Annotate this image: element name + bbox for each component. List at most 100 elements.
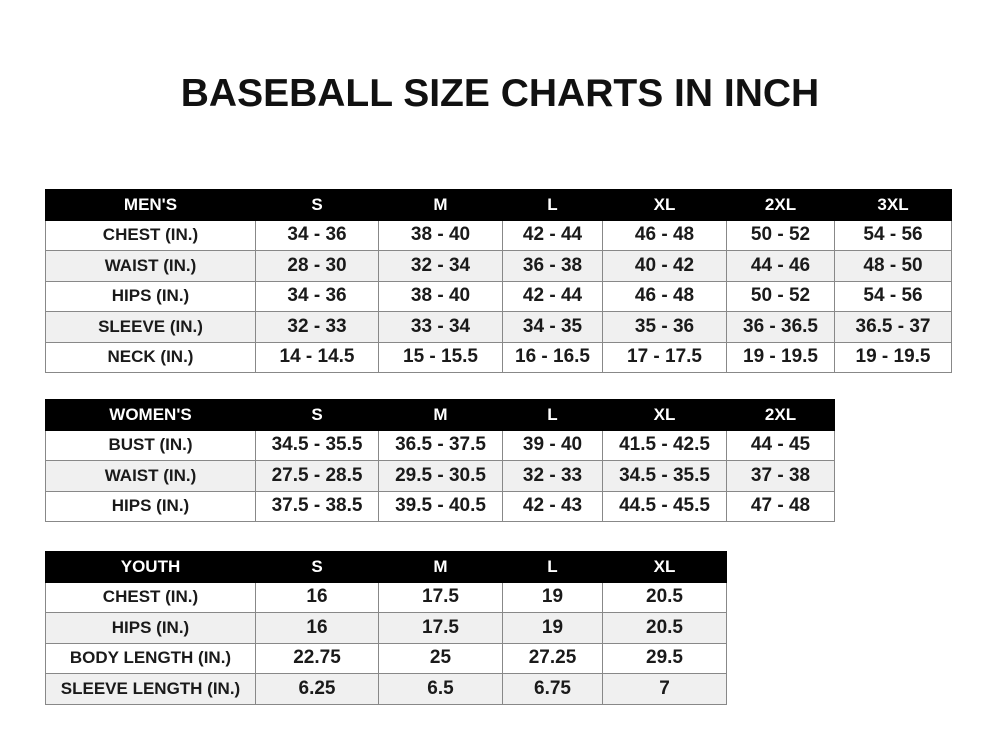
size-value: 36.5 - 37.5 xyxy=(378,429,503,461)
table-row: WAIST (IN.) 28 - 30 32 - 34 36 - 38 40 - 42 4… xyxy=(45,250,952,282)
table-row: BUST (IN.) 34.5 - 35.5 36.5 - 37.5 39 - 40 4… xyxy=(45,429,835,461)
table-row: NECK (IN.) 14 - 14.5 15 - 15.5 16 - 16.5 17 … xyxy=(45,341,952,373)
size-value: 32 - 33 xyxy=(255,311,379,343)
size-value: 29.5 - 30.5 xyxy=(378,460,503,492)
size-value: 32 - 34 xyxy=(378,250,503,282)
size-value: 34 - 36 xyxy=(255,219,379,251)
size-value: 46 - 48 xyxy=(602,280,727,312)
size-value: 38 - 40 xyxy=(378,219,503,251)
size-value: 34.5 - 35.5 xyxy=(602,460,727,492)
size-header: M xyxy=(378,399,503,431)
measurement-label: CHEST (IN.) xyxy=(45,581,256,613)
size-header: L xyxy=(502,189,603,221)
size-value: 39.5 - 40.5 xyxy=(378,490,503,522)
size-value: 42 - 44 xyxy=(502,219,603,251)
table-row: CHEST (IN.) 34 - 36 38 - 40 42 - 44 46 - 48 5… xyxy=(45,219,952,251)
size-value: 29.5 xyxy=(602,642,727,674)
measurement-label: BODY LENGTH (IN.) xyxy=(45,642,256,674)
size-value: 40 - 42 xyxy=(602,250,727,282)
table-row: HIPS (IN.) 34 - 36 38 - 40 42 - 44 46 - 48 50… xyxy=(45,280,952,312)
measurement-label: WAIST (IN.) xyxy=(45,460,256,492)
size-value: 42 - 44 xyxy=(502,280,603,312)
measurement-label: BUST (IN.) xyxy=(45,429,256,461)
youth-size-table: YOUTH S M L XL CHEST (IN.) 16 17.5 19 20.5 HIPS (I… xyxy=(45,551,727,705)
size-value: 16 xyxy=(255,612,379,644)
size-value: 39 - 40 xyxy=(502,429,603,461)
size-header: S xyxy=(255,189,379,221)
size-value: 44.5 - 45.5 xyxy=(602,490,727,522)
size-value: 48 - 50 xyxy=(834,250,952,282)
size-value: 22.75 xyxy=(255,642,379,674)
category-header: YOUTH xyxy=(45,551,256,583)
size-header: S xyxy=(255,551,379,583)
measurement-label: HIPS (IN.) xyxy=(45,490,256,522)
size-value: 16 xyxy=(255,581,379,613)
womens-size-table: WOMEN'S S M L XL 2XL BUST (IN.) 34.5 - 35.5 36.5… xyxy=(45,399,835,522)
measurement-label: HIPS (IN.) xyxy=(45,612,256,644)
size-value: 19 - 19.5 xyxy=(834,341,952,373)
size-header: M xyxy=(378,551,503,583)
size-value: 17 - 17.5 xyxy=(602,341,727,373)
measurement-label: SLEEVE LENGTH (IN.) xyxy=(45,673,256,705)
size-value: 19 - 19.5 xyxy=(726,341,835,373)
size-value: 36.5 - 37 xyxy=(834,311,952,343)
size-value: 36 - 38 xyxy=(502,250,603,282)
size-value: 34 - 36 xyxy=(255,280,379,312)
header-row: WOMEN'S S M L XL 2XL xyxy=(45,399,835,431)
size-value: 37 - 38 xyxy=(726,460,835,492)
size-value: 27.5 - 28.5 xyxy=(255,460,379,492)
size-value: 17.5 xyxy=(378,612,503,644)
size-value: 50 - 52 xyxy=(726,219,835,251)
size-value: 28 - 30 xyxy=(255,250,379,282)
size-header: 3XL xyxy=(834,189,952,221)
table-row: HIPS (IN.) 37.5 - 38.5 39.5 - 40.5 42 - 43 4… xyxy=(45,490,835,522)
size-value: 50 - 52 xyxy=(726,280,835,312)
size-header: XL xyxy=(602,399,727,431)
size-value: 19 xyxy=(502,612,603,644)
table-row: SLEEVE (IN.) 32 - 33 33 - 34 34 - 35 35 - 36… xyxy=(45,311,952,343)
measurement-label: SLEEVE (IN.) xyxy=(45,311,256,343)
measurement-label: HIPS (IN.) xyxy=(45,280,256,312)
size-value: 42 - 43 xyxy=(502,490,603,522)
size-header: 2XL xyxy=(726,399,835,431)
size-value: 20.5 xyxy=(602,581,727,613)
size-value: 54 - 56 xyxy=(834,280,952,312)
table-row: BODY LENGTH (IN.) 22.75 25 27.25 29.5 xyxy=(45,642,727,674)
size-value: 15 - 15.5 xyxy=(378,341,503,373)
size-header: M xyxy=(378,189,503,221)
size-value: 35 - 36 xyxy=(602,311,727,343)
size-header: S xyxy=(255,399,379,431)
size-value: 6.5 xyxy=(378,673,503,705)
size-value: 47 - 48 xyxy=(726,490,835,522)
size-value: 46 - 48 xyxy=(602,219,727,251)
table-row: CHEST (IN.) 16 17.5 19 20.5 xyxy=(45,581,727,613)
size-value: 33 - 34 xyxy=(378,311,503,343)
size-value: 19 xyxy=(502,581,603,613)
size-value: 37.5 - 38.5 xyxy=(255,490,379,522)
size-value: 25 xyxy=(378,642,503,674)
header-row: MEN'S S M L XL 2XL 3XL xyxy=(45,189,952,221)
table-row: WAIST (IN.) 27.5 - 28.5 29.5 - 30.5 32 - 33… xyxy=(45,460,835,492)
size-header: XL xyxy=(602,189,727,221)
size-value: 44 - 46 xyxy=(726,250,835,282)
size-value: 54 - 56 xyxy=(834,219,952,251)
page-title: BASEBALL SIZE CHARTS IN INCH xyxy=(180,72,820,115)
size-value: 16 - 16.5 xyxy=(502,341,603,373)
table-row: SLEEVE LENGTH (IN.) 6.25 6.5 6.75 7 xyxy=(45,673,727,705)
size-value: 38 - 40 xyxy=(378,280,503,312)
size-value: 34 - 35 xyxy=(502,311,603,343)
size-header: XL xyxy=(602,551,727,583)
size-value: 44 - 45 xyxy=(726,429,835,461)
size-value: 20.5 xyxy=(602,612,727,644)
size-value: 27.25 xyxy=(502,642,603,674)
size-value: 6.75 xyxy=(502,673,603,705)
size-header: L xyxy=(502,551,603,583)
size-value: 41.5 - 42.5 xyxy=(602,429,727,461)
table-row: HIPS (IN.) 16 17.5 19 20.5 xyxy=(45,612,727,644)
size-value: 34.5 - 35.5 xyxy=(255,429,379,461)
size-header: 2XL xyxy=(726,189,835,221)
mens-size-table: MEN'S S M L XL 2XL 3XL CHEST (IN.) 34 - 36 38 - 4… xyxy=(45,189,952,373)
size-value: 14 - 14.5 xyxy=(255,341,379,373)
category-header: MEN'S xyxy=(45,189,256,221)
size-value: 6.25 xyxy=(255,673,379,705)
